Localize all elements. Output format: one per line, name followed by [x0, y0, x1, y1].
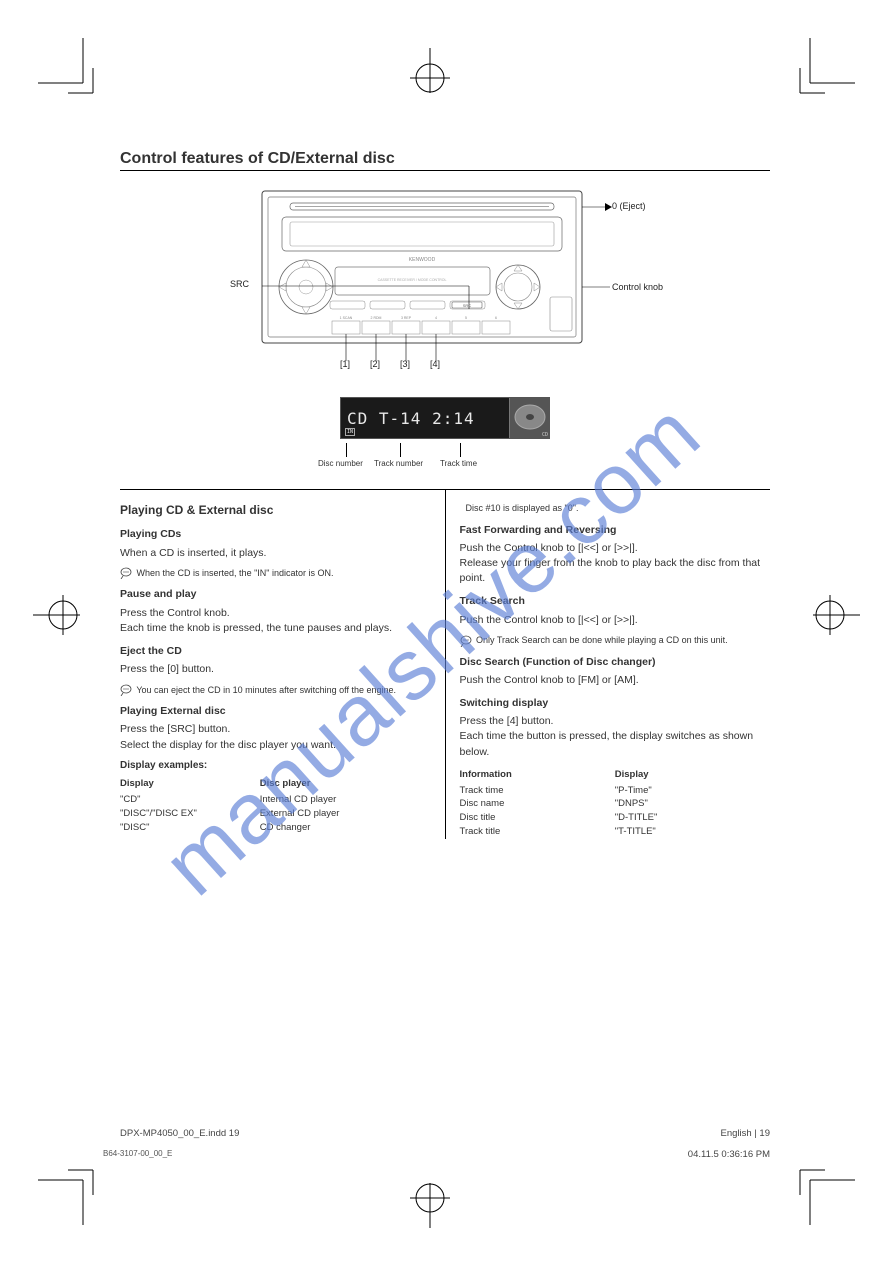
ts-body: Push the Control knob to [|<<] or [>>|]. [460, 613, 771, 628]
ts-title: Track Search [460, 594, 771, 609]
callout-3: [3] [400, 359, 410, 369]
cropmark-tc [400, 38, 460, 98]
sdr2a: Disc name [460, 797, 615, 811]
r3a: "DISC" [120, 821, 260, 835]
ff-body: Push the Control knob to [|<<] or [>>|].… [460, 541, 771, 587]
svg-text:CASSETTE RECEIVER / MODE CONTR: CASSETTE RECEIVER / MODE CONTROL [378, 278, 447, 282]
columns: Playing CD & External disc Playing CDs W… [120, 489, 770, 839]
sdr3a: Disc title [460, 811, 615, 825]
cropmark-br [795, 1165, 855, 1225]
eject-title: Eject the CD [120, 644, 431, 659]
callout-2: [2] [370, 359, 380, 369]
sdr4b: "T-TITLE" [615, 825, 770, 839]
cropmark-mr [808, 585, 868, 645]
svg-text:6: 6 [495, 316, 497, 320]
ext-body: Press the [SRC] button. Select the displ… [120, 722, 431, 752]
sd-title: Switching display [460, 696, 771, 711]
cropmark-bl [38, 1165, 98, 1225]
sdr2b: "DNPS" [615, 797, 770, 811]
lbl-time: Track time [440, 459, 477, 468]
page-footer: DPX-MP4050_00_E.indd 19 English | 19 04.… [120, 1128, 770, 1160]
svg-text:KENWOOD: KENWOOD [409, 257, 436, 263]
sdr4a: Track title [460, 825, 615, 839]
ext-table: DisplayDisc player "CD"Internal CD playe… [120, 775, 431, 834]
cropmark-tl [38, 38, 98, 98]
callout-eject: 0 (Eject) [612, 201, 646, 211]
sdth2: Display [615, 766, 770, 784]
left-title: Playing CD & External disc [120, 502, 431, 519]
r1b: Internal CD player [260, 793, 431, 807]
spine-label: B64-3107-00_00_E [103, 1149, 172, 1158]
svg-text:CD: CD [542, 432, 548, 438]
note2-row: You can eject the CD in 10 minutes after… [120, 684, 431, 697]
r3b: CD changer [260, 821, 431, 835]
svg-text:SRC: SRC [463, 303, 472, 308]
eject-body: Press the [0] button. [120, 662, 431, 677]
note3: Only Track Search can be done while play… [476, 635, 728, 645]
note-icon [460, 635, 474, 647]
svg-text:5: 5 [465, 316, 467, 320]
footer-right2: 04.11.5 0:36:16 PM [688, 1149, 770, 1160]
left-column: Playing CD & External disc Playing CDs W… [120, 490, 446, 839]
note-icon [120, 684, 134, 696]
cropmark-bc [400, 1178, 460, 1238]
r1a: "CD" [120, 793, 260, 807]
note-icon [120, 567, 134, 579]
lbl-disc: Disc number [318, 459, 363, 468]
note1: When the CD is inserted, the "IN" indica… [137, 568, 334, 578]
cd-graphic-icon: CD [509, 398, 549, 438]
section-title: Control features of CD/External disc [120, 150, 770, 171]
stereo-illustration: KENWOOD CASSETTE RECEIVER / MODE CONTROL… [260, 189, 615, 364]
r2b: External CD player [260, 807, 431, 821]
sd-body: Press the [4] button. Each time the butt… [460, 714, 771, 760]
ds-body: Push the Control knob to [FM] or [AM]. [460, 673, 771, 688]
right-warn: Disc #10 is displayed as "0". [466, 502, 771, 515]
ff-title: Fast Forwarding and Reversing [460, 523, 771, 538]
sdr1b: "P-Time" [615, 784, 770, 798]
page-content: Control features of CD/External disc KEN… [120, 150, 770, 1120]
note1-row: When the CD is inserted, the "IN" indica… [120, 567, 431, 580]
callout-4: [4] [430, 359, 440, 369]
play-title: Playing CDs [120, 527, 431, 542]
cropmark-tr [795, 38, 855, 98]
svg-text:4: 4 [435, 316, 437, 320]
footer-right1: English | 19 [688, 1128, 770, 1139]
ds-title: Disc Search (Function of Disc changer) [460, 655, 771, 670]
sdth1: Information [460, 766, 615, 784]
play-body: When a CD is inserted, it plays. [120, 546, 431, 561]
r2a: "DISC"/"DISC EX" [120, 807, 260, 821]
in-indicator: IN [345, 428, 355, 436]
th2: Disc player [260, 775, 431, 793]
svg-text:3 REP: 3 REP [401, 316, 412, 320]
pause-body: Press the Control knob. Each time the kn… [120, 606, 431, 636]
ext-title: Playing External disc [120, 704, 431, 719]
svg-text:2 RDM: 2 RDM [371, 316, 382, 320]
note2: You can eject the CD in 10 minutes after… [136, 685, 396, 695]
note3-row: Only Track Search can be done while play… [460, 634, 771, 647]
ext-table-header: Display examples: [120, 759, 431, 774]
callout-src: SRC [230, 279, 249, 289]
display-screen: CD T-14 2:14 IN CD [340, 397, 550, 439]
display-figure: CD T-14 2:14 IN CD Disc number Track num… [340, 397, 550, 443]
svg-text:1 SCAN: 1 SCAN [340, 316, 353, 320]
stereo-figure: KENWOOD CASSETTE RECEIVER / MODE CONTROL… [120, 189, 770, 459]
callout-1: [1] [340, 359, 350, 369]
callout-knob: Control knob [612, 282, 663, 292]
sd-table: InformationDisplay Track time"P-Time" Di… [460, 766, 771, 839]
sdr1a: Track time [460, 784, 615, 798]
right-column: Disc #10 is displayed as "0". Fast Forwa… [446, 490, 771, 839]
display-text: CD T-14 2:14 [341, 409, 505, 428]
sdr3b: "D-TITLE" [615, 811, 770, 825]
lbl-track: Track number [374, 459, 423, 468]
cropmark-ml [25, 585, 85, 645]
th1: Display [120, 775, 260, 793]
pause-title: Pause and play [120, 587, 431, 602]
